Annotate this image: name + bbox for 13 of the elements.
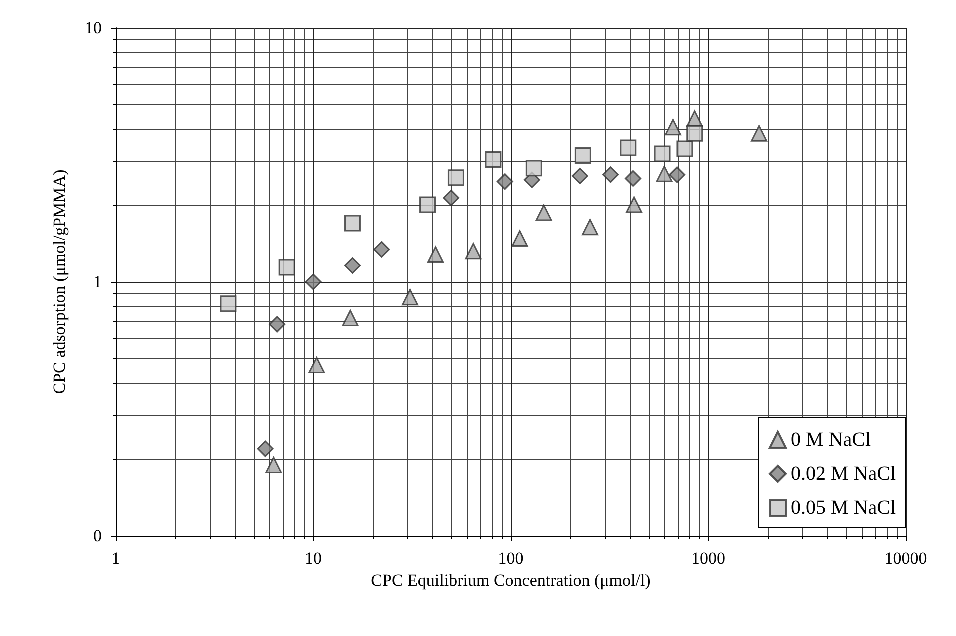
x-tick-label: 100 — [498, 549, 524, 568]
legend-label: 0.02 M NaCl — [791, 463, 896, 485]
x-axis-title: CPC Equilibrium Concentration (μmol/l) — [371, 570, 651, 590]
legend-label: 0 M NaCl — [791, 429, 872, 451]
x-tick-label: 10 — [305, 549, 322, 568]
y-tick-label: 1 — [94, 272, 102, 292]
x-tick-label: 1 — [112, 549, 120, 568]
x-tick-label: 10000 — [884, 549, 928, 568]
y-tick-label: 10 — [85, 18, 102, 38]
y-tick-label: 0 — [94, 526, 102, 546]
y-axis-title: CPC adsorption (μmol/gPMMA) — [50, 170, 69, 394]
legend-label: 0.05 M NaCl — [791, 497, 896, 519]
x-tick-label: 1000 — [692, 549, 726, 568]
